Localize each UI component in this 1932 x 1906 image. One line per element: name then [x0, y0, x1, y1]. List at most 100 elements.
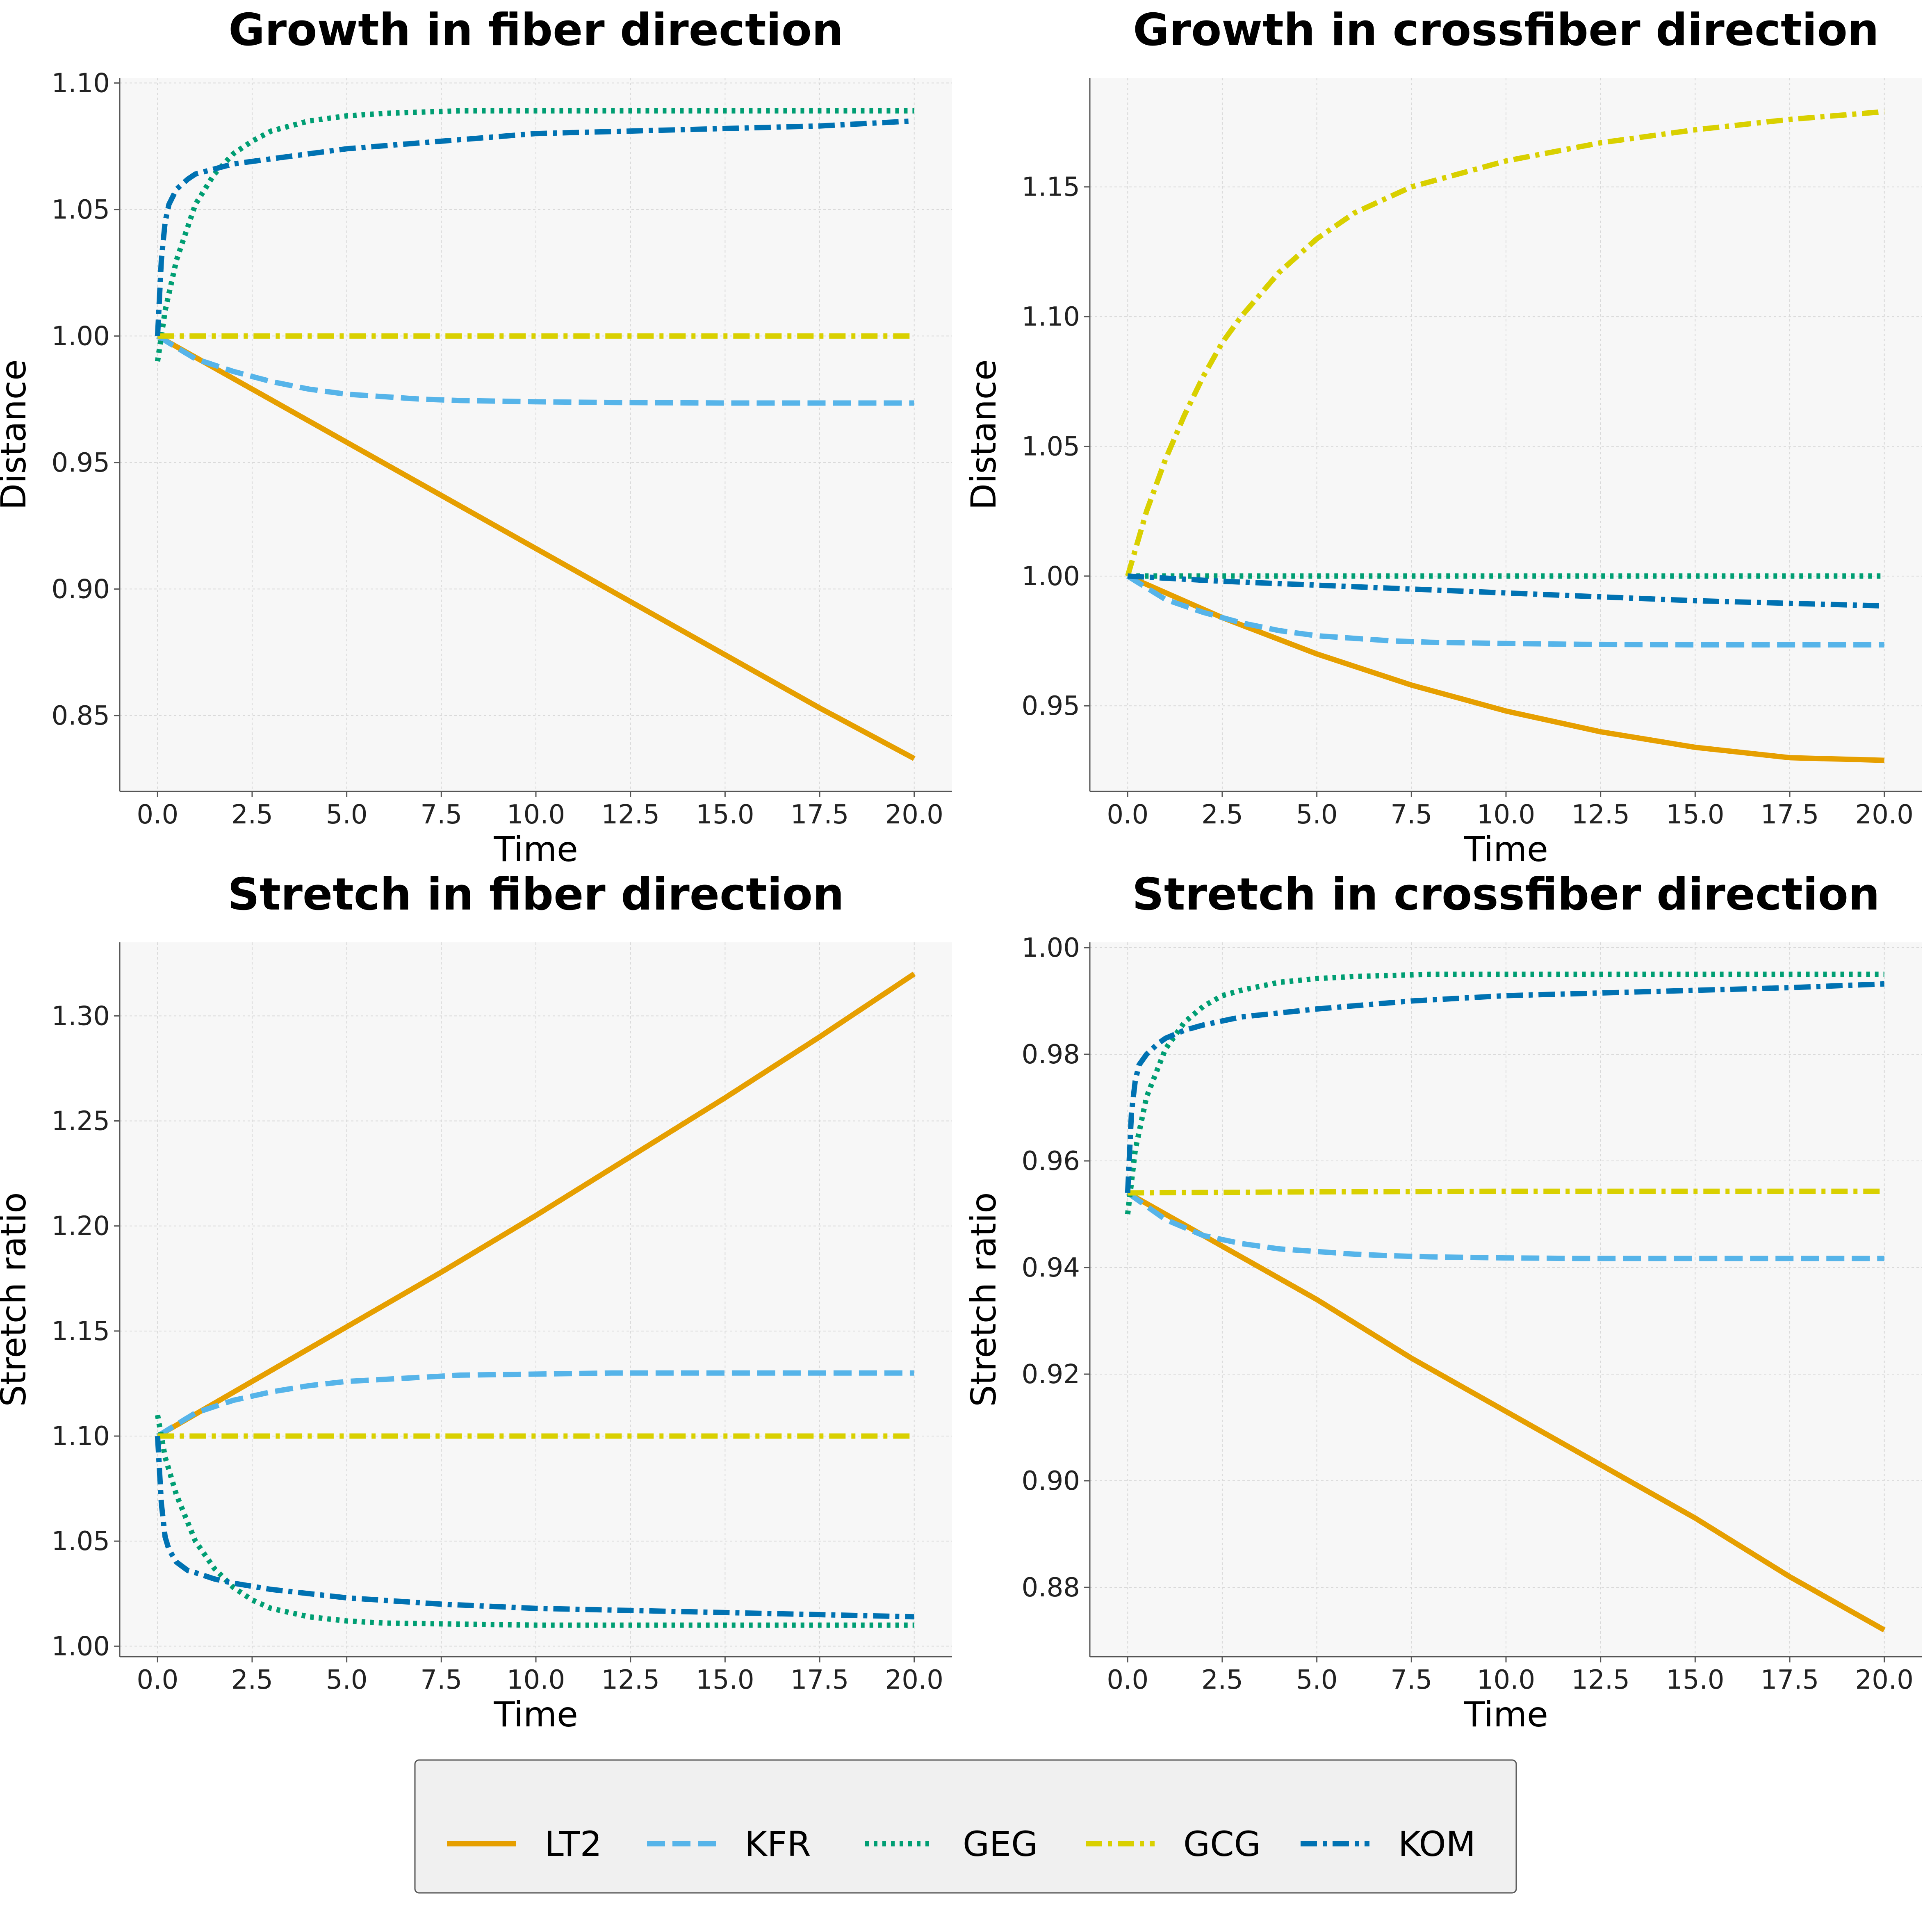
chart-panel-3: 0.0 2.5 5.0 7.5 10.0 12.5 15.0 17.5 20.0 1.00 1.05…	[0, 869, 952, 1735]
chart-panel-2: 0.0 2.5 5.0 7.5 10.0 12.5 15.0 17.5 20.0 0.95 1.00…	[964, 5, 1922, 869]
x-tick-label: 7.5	[1390, 800, 1432, 830]
x-tick-label: 2.5	[1201, 1665, 1243, 1695]
series-line-kfr	[1126, 574, 1884, 647]
y-tick-label: 1.15	[1022, 172, 1080, 203]
y-tick-label: 1.05	[52, 1526, 110, 1557]
x-axis-label: Time	[1463, 1694, 1548, 1735]
y-tick-label: 0.98	[1022, 1040, 1080, 1070]
y-axis-label: Stretch ratio	[964, 1192, 1004, 1407]
x-tick-label: 10.0	[507, 1665, 565, 1695]
x-tick-label: 17.5	[791, 800, 849, 830]
y-tick-label: 1.15	[52, 1316, 110, 1347]
x-tick-label: 12.5	[601, 1665, 660, 1695]
y-tick-label: 1.00	[52, 321, 110, 351]
y-tick-label: 1.10	[52, 1421, 110, 1452]
y-tick-label: 0.88	[1022, 1573, 1080, 1603]
x-tick-label: 5.0	[326, 800, 368, 830]
legend-label-lt2: LT2	[545, 1824, 602, 1864]
series-line-lt2	[156, 333, 916, 761]
x-tick-label: 5.0	[326, 1665, 368, 1695]
x-tick-label: 15.0	[696, 1665, 754, 1695]
legend-label-kom: KOM	[1398, 1824, 1476, 1864]
y-tick-label: 1.00	[1022, 933, 1080, 963]
x-tick-label: 12.5	[1571, 800, 1630, 830]
x-tick-label: 0.0	[137, 1665, 178, 1695]
x-tick-label: 7.5	[420, 800, 462, 830]
legend-label-geg: GEG	[963, 1824, 1038, 1864]
chart-title: Stretch in crossfiber direction	[1132, 869, 1880, 920]
y-tick-label: 1.05	[52, 195, 110, 225]
series-line-kom	[1125, 981, 1884, 1193]
y-tick-label: 1.25	[52, 1106, 110, 1137]
chart-panels: 0.0 2.5 5.0 7.5 10.0 12.5 15.0 17.5 20.0 0.85 0.90…	[0, 5, 1922, 1735]
x-tick-label: 15.0	[1666, 1665, 1725, 1695]
y-tick-label: 1.10	[1022, 302, 1080, 332]
x-axis-label: Time	[1463, 829, 1548, 869]
x-tick-label: 17.5	[791, 1665, 849, 1695]
y-axis-label: Stretch ratio	[0, 1192, 34, 1407]
x-tick-label: 10.0	[1477, 800, 1536, 830]
x-tick-label: 0.0	[1107, 800, 1148, 830]
x-tick-label: 7.5	[420, 1665, 462, 1695]
x-tick-label: 12.5	[601, 800, 660, 830]
series-line-lt2	[1126, 573, 1884, 763]
y-tick-label: 1.05	[1022, 431, 1080, 462]
x-tick-label: 15.0	[1666, 800, 1725, 830]
series-line-gcg	[1128, 1188, 1884, 1196]
x-tick-label: 7.5	[1390, 1665, 1432, 1695]
x-tick-label: 5.0	[1296, 1665, 1338, 1695]
x-tick-label: 20.0	[885, 1665, 943, 1695]
y-tick-label: 0.85	[52, 701, 110, 731]
series-line-geg	[1125, 971, 1884, 1215]
chart-title: Stretch in fiber direction	[228, 869, 844, 920]
x-axis-label: Time	[493, 829, 578, 869]
chart-panel-4: 0.0 2.5 5.0 7.5 10.0 12.5 15.0 17.5 20.0 0.88 0.90…	[964, 869, 1922, 1735]
series-line-kfr	[1126, 1190, 1884, 1261]
y-tick-label: 1.10	[52, 68, 110, 98]
y-tick-label: 0.90	[52, 574, 110, 604]
legend-label-gcg: GCG	[1183, 1824, 1261, 1864]
x-tick-label: 17.5	[1761, 1665, 1819, 1695]
x-tick-label: 0.0	[137, 800, 178, 830]
legend-box	[414, 1759, 1517, 1894]
x-tick-label: 20.0	[1855, 1665, 1914, 1695]
x-tick-label: 12.5	[1571, 1665, 1630, 1695]
y-tick-label: 0.95	[1022, 691, 1080, 721]
legend: LT2 KFR GEG GCG KOM	[414, 1759, 1517, 1894]
x-tick-label: 2.5	[231, 800, 273, 830]
y-tick-label: 0.92	[1022, 1359, 1080, 1390]
y-tick-label: 0.94	[1022, 1253, 1080, 1283]
legend-label-kfr: KFR	[745, 1824, 811, 1864]
y-tick-label: 1.00	[52, 1631, 110, 1662]
x-tick-label: 10.0	[507, 800, 565, 830]
series-line-kom	[155, 118, 915, 336]
x-tick-label: 10.0	[1477, 1665, 1536, 1695]
y-tick-label: 1.20	[52, 1211, 110, 1242]
x-tick-label: 20.0	[885, 800, 943, 830]
series-line-kom	[155, 1436, 914, 1620]
y-tick-label: 0.96	[1022, 1146, 1080, 1176]
x-tick-label: 17.5	[1761, 800, 1819, 830]
y-tick-label: 1.00	[1022, 561, 1080, 592]
chart-title: Growth in fiber direction	[228, 5, 843, 56]
series-line-kfr	[156, 1370, 914, 1439]
series-line-lt2	[1126, 1190, 1886, 1632]
x-tick-label: 0.0	[1107, 1665, 1148, 1695]
x-tick-label: 2.5	[1201, 800, 1243, 830]
chart-title: Growth in crossfiber direction	[1133, 5, 1879, 56]
series-line-geg	[155, 108, 914, 362]
series-line-geg	[155, 1414, 914, 1628]
series-line-kfr	[156, 333, 914, 406]
chart-panel-1: 0.0 2.5 5.0 7.5 10.0 12.5 15.0 17.5 20.0 0.85 0.90…	[0, 5, 952, 869]
x-axis-label: Time	[493, 1694, 578, 1735]
y-tick-label: 0.90	[1022, 1466, 1080, 1496]
y-axis-label: Distance	[0, 359, 34, 510]
series-line-lt2	[156, 971, 916, 1439]
y-tick-label: 1.30	[52, 1001, 110, 1031]
x-tick-label: 20.0	[1855, 800, 1914, 830]
y-axis-label: Distance	[964, 359, 1004, 510]
series-line-kom	[1127, 573, 1884, 609]
x-tick-label: 15.0	[696, 800, 754, 830]
series-line-gcg	[1125, 109, 1885, 577]
